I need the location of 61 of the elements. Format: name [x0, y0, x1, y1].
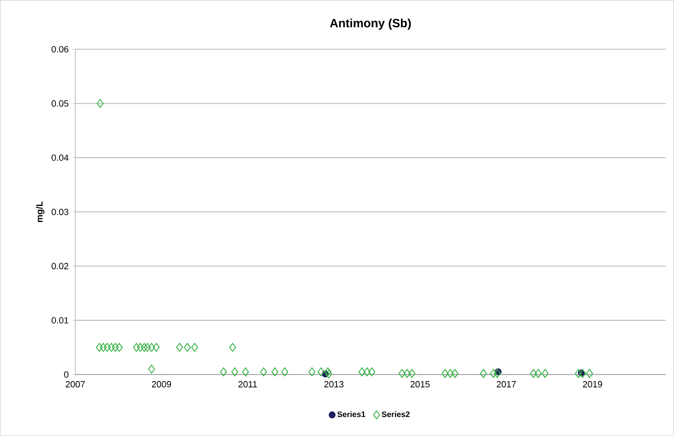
point — [133, 343, 140, 352]
point — [325, 370, 332, 379]
point — [136, 343, 144, 352]
point — [191, 343, 198, 352]
point — [176, 343, 184, 352]
point — [408, 369, 416, 378]
point — [148, 364, 156, 374]
point — [100, 343, 107, 352]
y-tick-label: 0.05 — [52, 100, 68, 107]
point — [542, 369, 549, 378]
point — [586, 369, 593, 378]
y-tick-label: 0.03 — [52, 208, 68, 216]
y-tick-label: 0.02 — [52, 263, 68, 270]
point — [358, 367, 366, 376]
point — [490, 369, 497, 378]
point — [229, 343, 236, 352]
point — [452, 369, 458, 378]
point — [534, 369, 542, 378]
point — [242, 367, 249, 376]
point — [494, 369, 501, 378]
point — [220, 367, 227, 376]
y-axis-title: mg/L — [36, 202, 44, 222]
point — [140, 343, 148, 352]
x-tick-label: 2011 — [238, 381, 257, 388]
y-tick-label: 0.06 — [52, 46, 68, 53]
point — [231, 367, 238, 376]
point — [152, 343, 160, 352]
y-tick-label: 0.01 — [52, 317, 68, 324]
point — [398, 369, 406, 378]
x-tick-label: 2007 — [66, 381, 85, 388]
point — [184, 343, 191, 352]
chart-title: Antimony (Sb) — [330, 18, 411, 30]
point — [148, 343, 156, 352]
point — [318, 367, 324, 376]
point — [364, 367, 371, 376]
point — [108, 343, 115, 352]
x-tick-label: 2019 — [582, 381, 602, 388]
point — [308, 367, 316, 376]
x-tick-label: 2009 — [152, 381, 172, 388]
point — [574, 369, 582, 378]
y-tick-label: 0 — [64, 371, 68, 378]
point — [442, 369, 449, 378]
point — [530, 369, 537, 378]
point — [404, 369, 411, 378]
x-tick-label: 2015 — [410, 381, 430, 388]
point — [480, 369, 487, 378]
x-tick-label: 2017 — [496, 381, 516, 388]
point — [96, 343, 103, 352]
y-tick-label: 0.04 — [52, 154, 68, 161]
point — [260, 367, 268, 376]
point — [96, 99, 104, 108]
x-tick-label: 2013 — [324, 381, 344, 388]
point — [104, 343, 111, 352]
point — [116, 343, 123, 352]
point — [112, 343, 119, 352]
point — [368, 367, 376, 376]
point — [446, 369, 454, 378]
point — [144, 343, 151, 352]
point — [324, 367, 332, 376]
point — [281, 367, 288, 376]
point — [271, 367, 278, 376]
